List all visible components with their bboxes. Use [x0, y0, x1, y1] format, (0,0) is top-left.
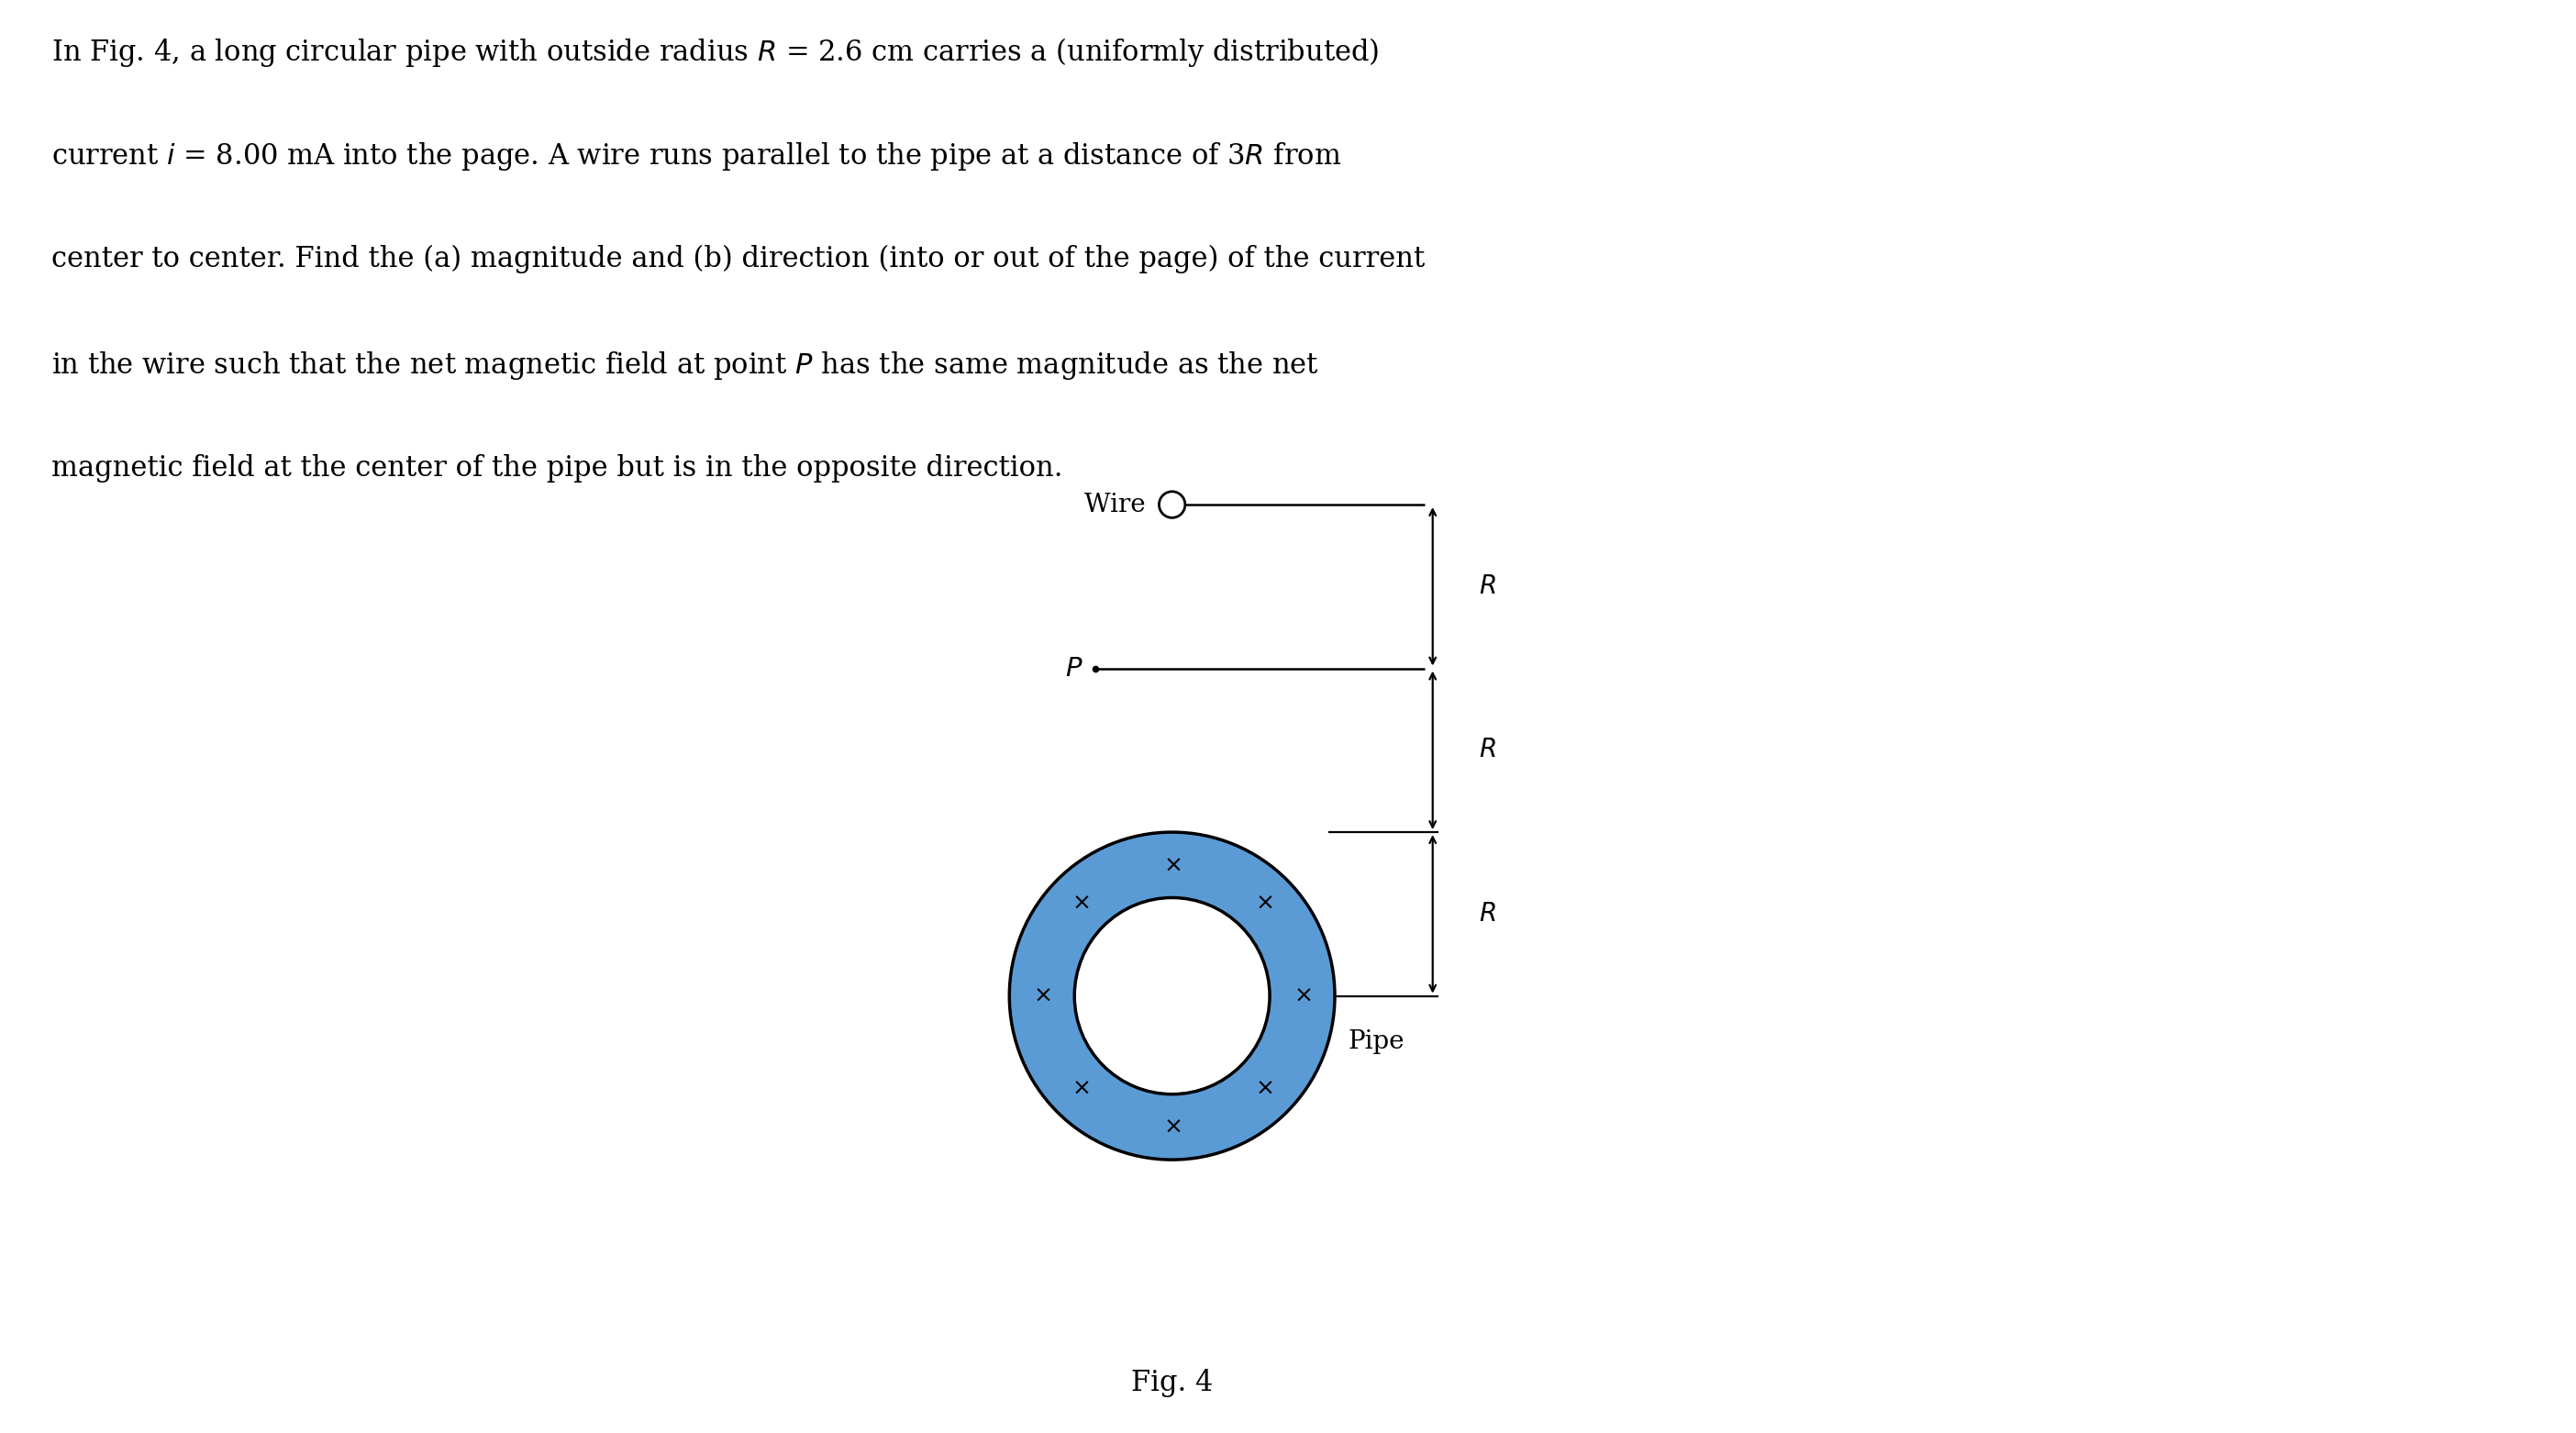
- Text: $\times$: $\times$: [1072, 1078, 1090, 1099]
- Text: $\times$: $\times$: [1164, 1116, 1180, 1138]
- Text: magnetic field at the center of the pipe but is in the opposite direction.: magnetic field at the center of the pipe…: [52, 454, 1064, 483]
- Text: $\times$: $\times$: [1072, 893, 1090, 914]
- Text: $\times$: $\times$: [1255, 1078, 1273, 1099]
- Text: Pipe: Pipe: [1347, 1029, 1404, 1055]
- Text: $\times$: $\times$: [1255, 893, 1273, 914]
- Text: $R$: $R$: [1479, 575, 1497, 599]
- Text: Wire: Wire: [1084, 493, 1154, 517]
- Ellipse shape: [1074, 897, 1270, 1095]
- Text: Fig. 4: Fig. 4: [1131, 1369, 1213, 1397]
- Ellipse shape: [1159, 492, 1185, 517]
- Text: $\times$: $\times$: [1033, 986, 1051, 1006]
- Text: $\times$: $\times$: [1164, 854, 1180, 876]
- Text: center to center. Find the (a) magnitude and (b) direction (into or out of the p: center to center. Find the (a) magnitude…: [52, 245, 1425, 274]
- Text: $R$: $R$: [1479, 738, 1497, 762]
- Text: in the wire such that the net magnetic field at point $P$ has the same magnitude: in the wire such that the net magnetic f…: [52, 350, 1319, 381]
- Text: In Fig. 4, a long circular pipe with outside radius $R$ = 2.6 cm carries a (unif: In Fig. 4, a long circular pipe with out…: [52, 36, 1378, 69]
- Ellipse shape: [1010, 833, 1334, 1159]
- Text: $\times$: $\times$: [1293, 986, 1311, 1006]
- Text: current $i$ = 8.00 mA into the page. A wire runs parallel to the pipe at a dista: current $i$ = 8.00 mA into the page. A w…: [52, 140, 1342, 172]
- Text: $P$: $P$: [1064, 655, 1082, 681]
- Text: $R$: $R$: [1479, 901, 1497, 926]
